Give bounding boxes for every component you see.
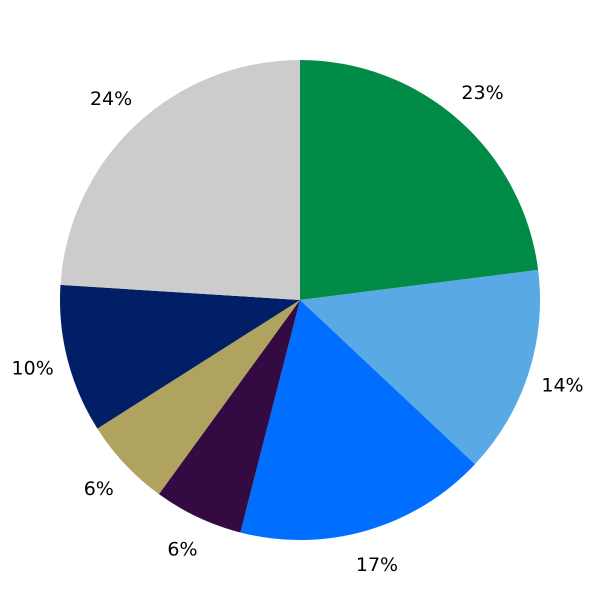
pie-labels: 23% 14% 17% 6% 6% 10% 24%	[12, 82, 584, 576]
slice-label: 24%	[90, 88, 132, 110]
pie-slice	[60, 60, 300, 300]
pie-slice	[240, 300, 475, 540]
slice-label: 14%	[541, 374, 583, 396]
pie-slice	[300, 60, 539, 300]
slice-label: 6%	[167, 539, 197, 561]
pie-slice	[158, 300, 300, 533]
pie-slice	[60, 284, 301, 429]
pie-slice	[300, 269, 540, 465]
slice-label: 23%	[461, 82, 503, 104]
pie-slice	[97, 300, 300, 495]
slice-label: 17%	[356, 554, 398, 576]
slice-label: 10%	[12, 358, 54, 380]
pie-slices	[60, 60, 540, 540]
slice-label: 6%	[84, 478, 114, 500]
